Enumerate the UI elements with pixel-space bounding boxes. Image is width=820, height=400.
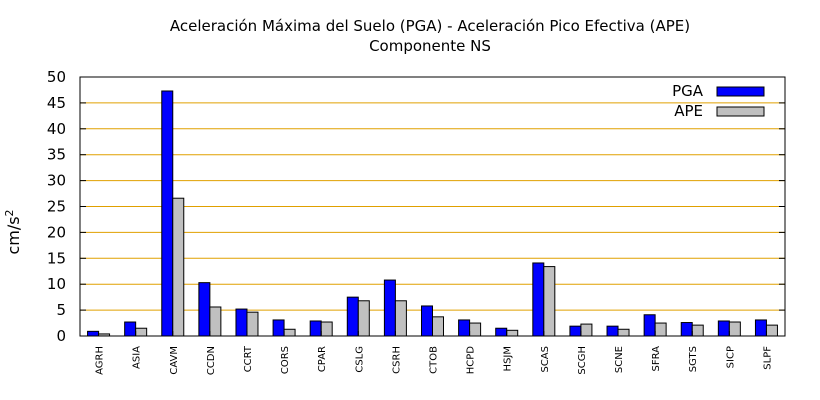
bar-ape-sfra bbox=[654, 322, 667, 337]
y-tick-label: 5 bbox=[56, 301, 66, 319]
bar-ape-hsjm bbox=[506, 329, 519, 337]
chart-subtitle: Componente NS bbox=[369, 37, 491, 55]
y-tick-label: 35 bbox=[47, 146, 66, 164]
legend-swatch-ape bbox=[716, 106, 765, 117]
y-tick-label: 20 bbox=[47, 223, 66, 241]
x-tick-label: SICP bbox=[725, 346, 736, 368]
bar-ape-sicp bbox=[728, 321, 741, 337]
x-tick-label: CCDN bbox=[206, 346, 217, 375]
x-tick-label: CPAR bbox=[317, 346, 328, 372]
x-tick-label: CAVM bbox=[169, 346, 180, 375]
legend-label-pga: PGA bbox=[672, 82, 704, 100]
bar-pga-sicp bbox=[717, 320, 730, 337]
bar-pga-scgh bbox=[569, 325, 582, 337]
x-tick-label: SCNE bbox=[614, 346, 625, 373]
bar-pga-ccdn bbox=[198, 282, 211, 337]
bar-ape-scne bbox=[617, 328, 630, 337]
bar-pga-ctob bbox=[421, 305, 433, 337]
x-tick-label: HSJM bbox=[503, 346, 514, 371]
bar-ape-hcpd bbox=[469, 322, 482, 337]
legend: PGA APE bbox=[672, 82, 765, 120]
bar-ape-slpf bbox=[765, 324, 778, 337]
bar-pga-slpf bbox=[754, 319, 767, 337]
bar-ape-ctob bbox=[432, 316, 444, 337]
x-tick-label: ASIA bbox=[132, 346, 143, 369]
bar-pga-asia bbox=[124, 321, 137, 337]
bar-ape-ccrt bbox=[246, 311, 259, 337]
x-tick-label: SCAS bbox=[540, 346, 551, 373]
bar-ape-cpar bbox=[320, 321, 333, 337]
bar-ape-asia bbox=[135, 327, 148, 337]
x-tick-label: SCGH bbox=[577, 346, 588, 375]
y-axis-ticks: 0 5 10 15 20 25 30 35 40 45 50 bbox=[47, 68, 785, 345]
bar-pga-sfra bbox=[643, 314, 656, 337]
y-tick-label: 50 bbox=[47, 68, 66, 86]
bar-pga-hsjm bbox=[495, 327, 508, 337]
y-tick-label: 10 bbox=[47, 275, 66, 293]
bar-pga-hcpd bbox=[458, 319, 471, 337]
bar-ape-sgts bbox=[691, 324, 704, 337]
y-tick-label: 40 bbox=[47, 120, 66, 138]
y-tick-label: 0 bbox=[56, 327, 66, 345]
x-tick-label: CSRH bbox=[391, 346, 402, 374]
x-tick-label: SLPF bbox=[762, 346, 773, 370]
bar-pga-cors bbox=[272, 319, 285, 337]
bar-ape-cavm bbox=[172, 197, 185, 337]
y-axis-label-exponent: 2 bbox=[3, 209, 16, 216]
x-tick-label: SFRA bbox=[651, 346, 662, 372]
y-tick-label: 15 bbox=[47, 249, 66, 267]
bar-pga-agrh bbox=[87, 330, 100, 337]
y-axis-label: cm/s2 bbox=[3, 209, 23, 254]
x-tick-label: AGRH bbox=[95, 346, 106, 375]
chart-title: Aceleración Máxima del Suelo (PGA) - Ace… bbox=[170, 17, 690, 35]
bar-ape-cors bbox=[283, 328, 296, 337]
x-tick-label: HCPD bbox=[466, 346, 477, 375]
plot-frame bbox=[79, 76, 786, 337]
bar-pga-scas bbox=[532, 262, 545, 337]
bar-ape-csrh bbox=[394, 300, 407, 337]
bar-ape-cslg bbox=[357, 300, 370, 337]
bar-ape-ccdn bbox=[209, 306, 222, 337]
bar-pga-ccrt bbox=[235, 308, 248, 337]
x-tick-label: CORS bbox=[280, 346, 291, 374]
legend-swatch-pga bbox=[716, 86, 765, 97]
bar-ape-scgh bbox=[580, 323, 593, 337]
bar-pga-cavm bbox=[161, 90, 174, 337]
x-tick-label: CCRT bbox=[243, 345, 254, 372]
y-tick-label: 30 bbox=[47, 172, 66, 190]
x-tick-label: CSLG bbox=[354, 346, 365, 373]
legend-label-ape: APE bbox=[674, 102, 703, 120]
y-axis-label-unit: cm/s bbox=[4, 216, 23, 254]
y-tick-label: 25 bbox=[47, 198, 66, 216]
x-tick-label: SGTS bbox=[688, 346, 699, 372]
bar-pga-scne bbox=[606, 325, 619, 337]
bar-pga-csrh bbox=[383, 279, 396, 337]
grid-lines bbox=[80, 102, 785, 311]
x-tick-label: CTOB bbox=[429, 346, 440, 374]
bars bbox=[87, 90, 778, 337]
bar-pga-cslg bbox=[346, 296, 359, 337]
y-tick-label: 45 bbox=[47, 94, 66, 112]
x-axis-labels: AGRH ASIA CAVM CCDN CCRT CORS CPAR CSLG CSRH CTOB… bbox=[95, 331, 773, 375]
bar-pga-sgts bbox=[680, 322, 693, 337]
bar-ape-scas bbox=[543, 266, 556, 337]
bar-pga-cpar bbox=[309, 320, 322, 337]
